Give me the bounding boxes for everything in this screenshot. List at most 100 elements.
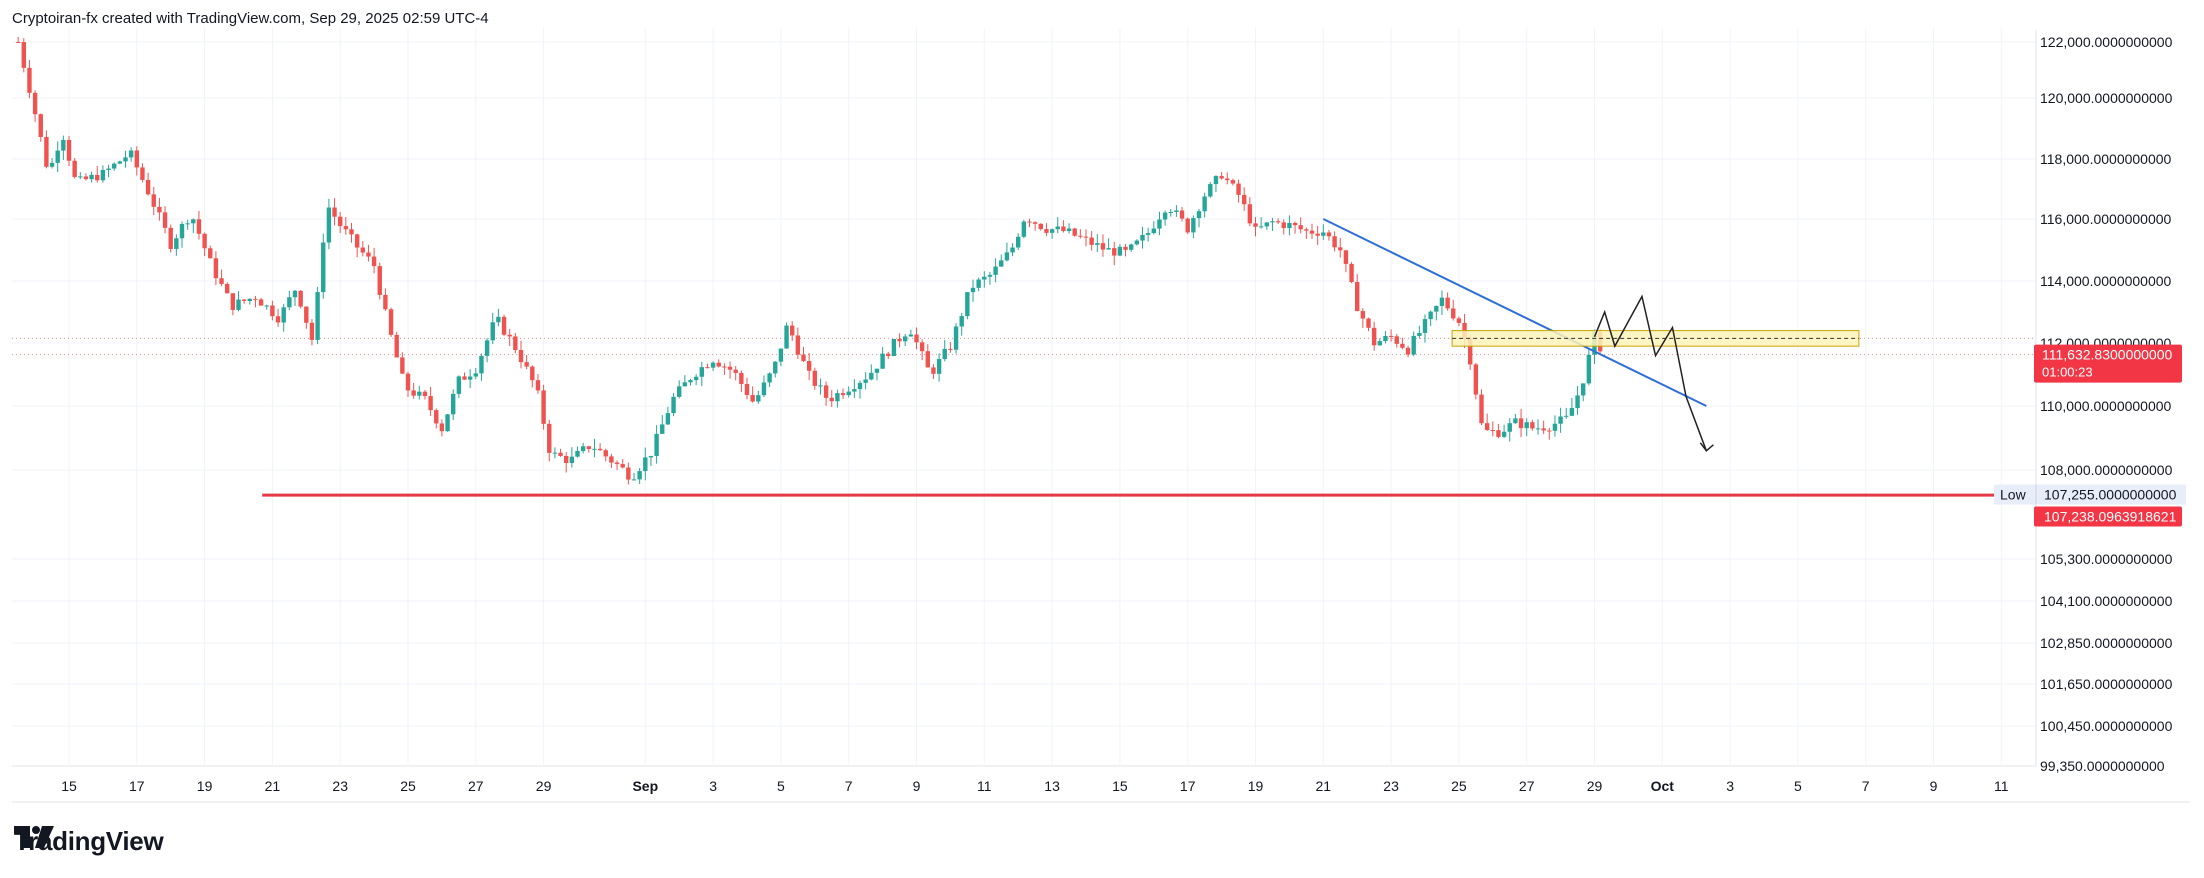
candle[interactable] bbox=[897, 333, 902, 348]
candle[interactable] bbox=[744, 377, 750, 400]
candle[interactable] bbox=[112, 162, 117, 171]
candle[interactable] bbox=[1021, 219, 1027, 239]
candle[interactable] bbox=[78, 172, 83, 180]
candle[interactable] bbox=[1496, 423, 1501, 439]
candle[interactable] bbox=[49, 158, 55, 169]
candle[interactable] bbox=[1162, 210, 1168, 226]
candle[interactable] bbox=[1072, 227, 1077, 237]
candle[interactable] bbox=[829, 389, 834, 408]
candle[interactable] bbox=[479, 353, 484, 381]
candle[interactable] bbox=[490, 312, 495, 345]
candle[interactable] bbox=[321, 233, 326, 299]
candle[interactable] bbox=[55, 141, 60, 173]
candle[interactable] bbox=[1518, 408, 1524, 438]
candle[interactable] bbox=[812, 367, 817, 390]
candle[interactable] bbox=[1287, 215, 1292, 236]
candle[interactable] bbox=[1451, 299, 1456, 321]
candle[interactable] bbox=[1388, 329, 1394, 342]
candle[interactable] bbox=[739, 370, 744, 392]
candle[interactable] bbox=[270, 300, 275, 321]
candle[interactable] bbox=[157, 197, 162, 221]
candle[interactable] bbox=[349, 223, 354, 243]
candle[interactable] bbox=[976, 277, 981, 292]
candle[interactable] bbox=[547, 419, 552, 462]
candle[interactable] bbox=[874, 368, 880, 381]
candle[interactable] bbox=[1044, 223, 1049, 237]
candle[interactable] bbox=[1253, 217, 1258, 237]
candle[interactable] bbox=[530, 365, 535, 388]
candle[interactable] bbox=[908, 329, 914, 337]
candle[interactable] bbox=[467, 369, 473, 389]
candle[interactable] bbox=[21, 38, 26, 73]
candle[interactable] bbox=[524, 355, 529, 370]
candle[interactable] bbox=[637, 467, 642, 484]
candle[interactable] bbox=[253, 295, 258, 308]
candle[interactable] bbox=[823, 381, 829, 406]
candle[interactable] bbox=[185, 219, 190, 230]
candle[interactable] bbox=[202, 232, 207, 257]
time-axis[interactable]: 15 17 19 21 23 25 27 29 Sep 3 5 7 9 11 13 15 17 19 21 23 25 2… bbox=[61, 778, 2009, 794]
candle[interactable] bbox=[942, 339, 947, 362]
candle[interactable] bbox=[191, 218, 196, 234]
candle[interactable] bbox=[1027, 218, 1032, 228]
candle[interactable] bbox=[936, 353, 942, 382]
candle[interactable] bbox=[1405, 345, 1411, 358]
candle[interactable] bbox=[1513, 413, 1518, 424]
candle[interactable] bbox=[405, 371, 411, 398]
candle[interactable] bbox=[247, 298, 252, 305]
candle[interactable] bbox=[264, 304, 269, 310]
candle[interactable] bbox=[1383, 331, 1388, 344]
candle[interactable] bbox=[287, 290, 292, 310]
candle[interactable] bbox=[1394, 333, 1399, 348]
candle[interactable] bbox=[95, 165, 100, 183]
candle[interactable] bbox=[1264, 222, 1269, 230]
candle[interactable] bbox=[106, 164, 111, 178]
candle[interactable] bbox=[428, 387, 433, 416]
candle[interactable] bbox=[710, 361, 716, 371]
candle[interactable] bbox=[1123, 244, 1128, 257]
candle[interactable] bbox=[1010, 243, 1015, 257]
candle[interactable] bbox=[128, 147, 134, 162]
candle[interactable] bbox=[1304, 227, 1309, 240]
candle[interactable] bbox=[1564, 407, 1569, 419]
candle[interactable] bbox=[208, 245, 213, 259]
candle[interactable] bbox=[1355, 274, 1360, 312]
candle[interactable] bbox=[1191, 215, 1196, 239]
candle[interactable] bbox=[733, 366, 738, 381]
candle[interactable] bbox=[1586, 348, 1592, 386]
candle[interactable] bbox=[230, 293, 236, 316]
candle[interactable] bbox=[987, 271, 993, 285]
candle[interactable] bbox=[332, 198, 337, 226]
candle[interactable] bbox=[451, 389, 456, 420]
candle[interactable] bbox=[134, 146, 139, 176]
candle[interactable] bbox=[15, 36, 21, 44]
candle[interactable] bbox=[1140, 226, 1145, 249]
candle[interactable] bbox=[501, 314, 507, 337]
candle[interactable] bbox=[315, 286, 320, 345]
candle[interactable] bbox=[219, 269, 224, 287]
candle[interactable] bbox=[569, 447, 575, 468]
candle[interactable] bbox=[275, 308, 281, 327]
candle[interactable] bbox=[213, 251, 219, 286]
candle[interactable] bbox=[982, 271, 987, 288]
candle[interactable] bbox=[417, 385, 422, 400]
candle[interactable] bbox=[1343, 249, 1349, 273]
candle[interactable] bbox=[790, 321, 795, 341]
candle[interactable] bbox=[903, 333, 908, 347]
candle[interactable] bbox=[575, 446, 580, 458]
candle[interactable] bbox=[722, 363, 727, 375]
candle[interactable] bbox=[665, 406, 671, 426]
candle[interactable] bbox=[801, 346, 806, 362]
candle[interactable] bbox=[541, 384, 546, 430]
candle[interactable] bbox=[931, 364, 936, 379]
candle[interactable] bbox=[840, 388, 846, 399]
candle[interactable] bbox=[1016, 233, 1021, 250]
candle[interactable] bbox=[1552, 415, 1558, 437]
candle[interactable] bbox=[66, 135, 72, 167]
candle[interactable] bbox=[258, 297, 264, 306]
candle[interactable] bbox=[580, 442, 586, 454]
candle[interactable] bbox=[970, 279, 976, 302]
candle[interactable] bbox=[1309, 223, 1315, 239]
candle[interactable] bbox=[1100, 234, 1106, 257]
